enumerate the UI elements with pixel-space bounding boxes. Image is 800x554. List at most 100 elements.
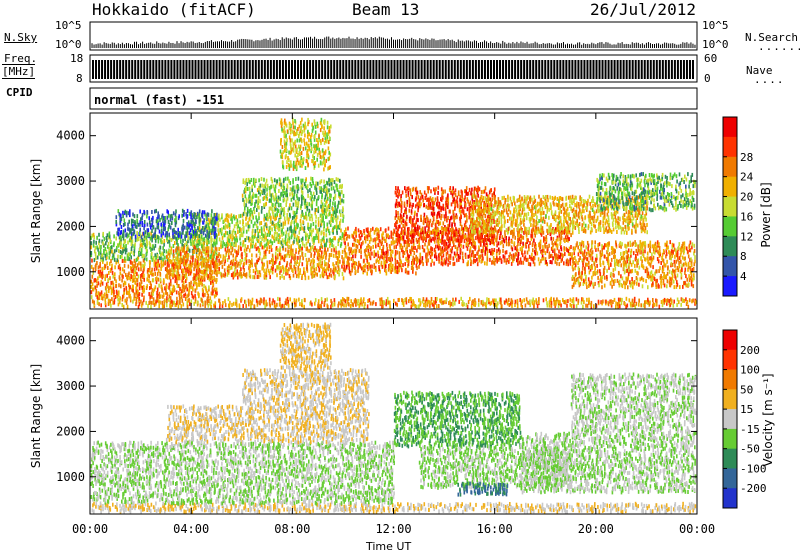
power-cell [90, 290, 93, 295]
power-cell [334, 274, 336, 279]
power-cell [438, 205, 440, 210]
power-cell [141, 285, 143, 290]
power-cell [282, 189, 284, 193]
power-cell [292, 210, 295, 215]
power-cell [666, 301, 668, 306]
power-cell [168, 251, 170, 256]
power-cell [319, 259, 322, 264]
power-cell [333, 215, 335, 220]
power-cell [324, 130, 326, 135]
power-cell [108, 289, 110, 294]
power-cell [301, 117, 303, 122]
power-cell [665, 298, 668, 303]
power-cell [396, 265, 399, 270]
power-cell [245, 235, 248, 240]
power-cell [577, 298, 580, 303]
power-cell [321, 264, 323, 269]
power-cell [294, 260, 296, 265]
power-cell [108, 251, 111, 256]
power-cell [332, 207, 334, 212]
power-cell [153, 262, 156, 267]
power-cell [257, 269, 259, 274]
power-cell [668, 299, 670, 303]
power-cell [222, 240, 224, 245]
power-cell [397, 264, 400, 269]
power-cell [265, 194, 267, 199]
power-cell [172, 300, 174, 305]
power-cell [244, 300, 247, 305]
power-cell [556, 297, 558, 302]
power-cell [230, 251, 232, 256]
power-cell [248, 272, 251, 277]
power-cell [348, 269, 351, 274]
power-cell [652, 298, 654, 302]
power-cell [315, 219, 317, 224]
power-cell [468, 210, 471, 215]
power-cell [364, 239, 367, 244]
power-cell [289, 122, 292, 127]
power-cell [256, 208, 258, 212]
power-cell [113, 290, 115, 294]
power-cell [235, 215, 237, 220]
power-cell [368, 298, 371, 303]
power-cell [339, 213, 342, 217]
power-cell [362, 270, 364, 275]
power-cell [238, 229, 241, 234]
power-cell [453, 190, 455, 195]
freq-sample [462, 60, 465, 79]
power-cell [194, 299, 197, 304]
power-cell [254, 270, 257, 275]
freq-sample [450, 60, 453, 79]
power-cell [306, 143, 309, 148]
power-cell [394, 269, 396, 274]
power-cell [605, 299, 607, 304]
power-cell [280, 240, 283, 245]
power-cell [210, 228, 212, 233]
power-cell [447, 193, 449, 198]
power-cell [478, 233, 480, 238]
power-cell [348, 251, 351, 256]
power-cell [110, 280, 112, 285]
freq-sample [547, 60, 550, 79]
power-cell [423, 212, 426, 217]
power-cell [296, 138, 299, 143]
power-cell [228, 238, 230, 243]
power-cell [90, 279, 93, 284]
power-cell [395, 193, 398, 198]
power-cell [272, 203, 274, 208]
power-cell [201, 275, 204, 280]
power-cell [294, 303, 296, 308]
power-cell [152, 291, 154, 296]
power-cell [269, 260, 272, 265]
power-cell [407, 229, 409, 234]
freq-sample [640, 60, 643, 79]
power-cell [140, 263, 142, 268]
power-cell [280, 118, 283, 123]
freq-sample [113, 60, 116, 79]
power-cell [407, 227, 409, 232]
power-cell [242, 229, 245, 234]
power-cell [337, 250, 339, 255]
power-cell [253, 210, 256, 214]
power-cell [273, 224, 276, 228]
power-cell [181, 278, 183, 283]
power-cell [214, 290, 217, 295]
power-cell [224, 299, 226, 304]
power-cell [227, 234, 230, 239]
power-cell [281, 127, 283, 132]
power-cell [149, 280, 152, 285]
power-cell [296, 189, 299, 194]
power-cell [283, 191, 286, 196]
power-cell [334, 266, 337, 271]
power-cell [187, 239, 189, 244]
power-cell [207, 246, 210, 251]
power-cell [109, 276, 111, 281]
power-cell [208, 277, 211, 282]
power-cell [454, 192, 457, 197]
power-cell [218, 258, 220, 263]
power-cell [345, 231, 347, 236]
power-cell [270, 196, 273, 201]
power-cell [127, 252, 130, 257]
power-cell [234, 230, 237, 235]
power-cell [231, 233, 234, 237]
